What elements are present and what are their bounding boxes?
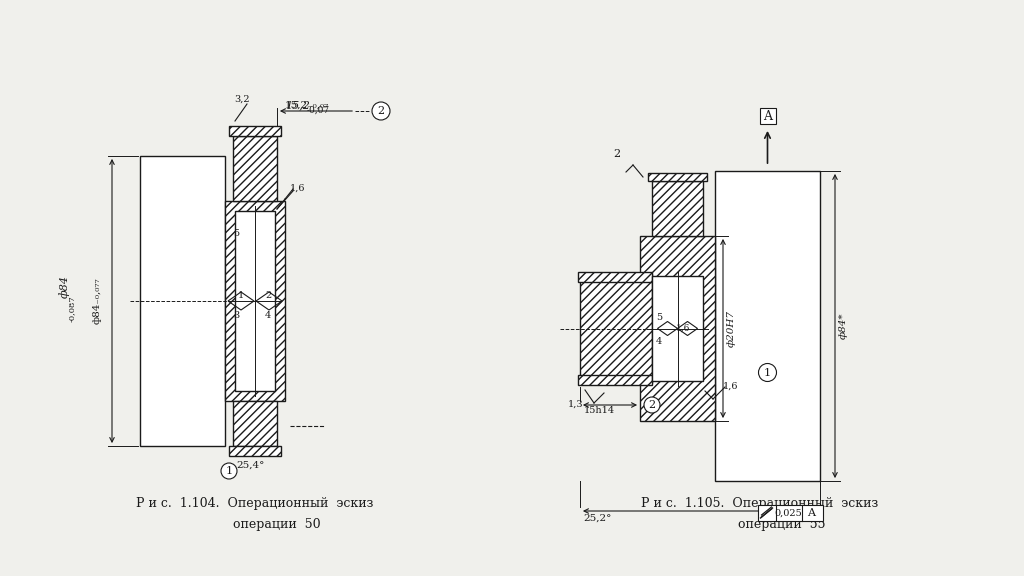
Text: 25,2°: 25,2° [583,514,611,523]
Text: 4: 4 [265,311,271,320]
Text: 1: 1 [764,367,771,377]
Text: 1,6: 1,6 [676,324,690,332]
Text: ф84₋₀,₀₇₇: ф84₋₀,₀₇₇ [93,278,102,324]
Bar [140,156,225,446]
Bar [229,126,281,136]
Text: 15,2: 15,2 [285,100,310,110]
Text: -0,07: -0,07 [307,106,330,115]
Circle shape [759,363,776,381]
Bar [758,505,822,521]
Text: 2: 2 [265,291,271,300]
Bar [578,272,652,282]
Text: 15,2₋₀,₀₇: 15,2₋₀,₀₇ [285,101,330,110]
Bar [233,136,278,201]
Text: A: A [763,109,772,123]
Text: A: A [808,508,815,518]
Text: 3,2: 3,2 [234,95,250,104]
Text: 4: 4 [656,336,663,346]
Bar [652,276,703,381]
Circle shape [221,463,237,479]
Text: 1,3: 1,3 [568,400,584,409]
Text: 2: 2 [613,149,621,159]
Bar [760,108,775,124]
Text: ф84: ф84 [58,275,70,297]
Bar [715,171,820,481]
Bar [578,375,652,385]
Bar [652,181,703,236]
Text: 1,6: 1,6 [723,382,738,391]
Bar [640,236,715,421]
Bar [580,274,652,383]
Text: -0,087: -0,087 [68,295,76,323]
Text: Р и с.  1.104.  Операционный  эскиз
           операции  50: Р и с. 1.104. Операционный эскиз операци… [136,497,374,531]
Bar [234,211,275,391]
Text: 2: 2 [378,106,385,116]
Bar [225,201,285,401]
Circle shape [644,397,660,413]
Text: 2: 2 [648,400,655,410]
Text: 1,6: 1,6 [290,184,305,193]
Text: 3: 3 [233,311,240,320]
Text: ф20Н7: ф20Н7 [727,310,736,347]
Bar [229,446,281,456]
Bar [233,401,278,446]
Bar [648,173,707,181]
Text: 5: 5 [656,313,663,323]
Text: ф84*: ф84* [839,313,848,339]
Text: 1: 1 [238,291,245,300]
Text: Р и с.  1.105.  Операционный  эскиз
           операции  55: Р и с. 1.105. Операционный эскиз операци… [641,497,879,531]
Text: 15h14: 15h14 [584,406,615,415]
Text: 5: 5 [233,229,240,238]
Text: 0,025: 0,025 [774,509,803,517]
Text: 1: 1 [225,466,232,476]
Text: 25,4°: 25,4° [236,461,264,470]
Circle shape [372,102,390,120]
